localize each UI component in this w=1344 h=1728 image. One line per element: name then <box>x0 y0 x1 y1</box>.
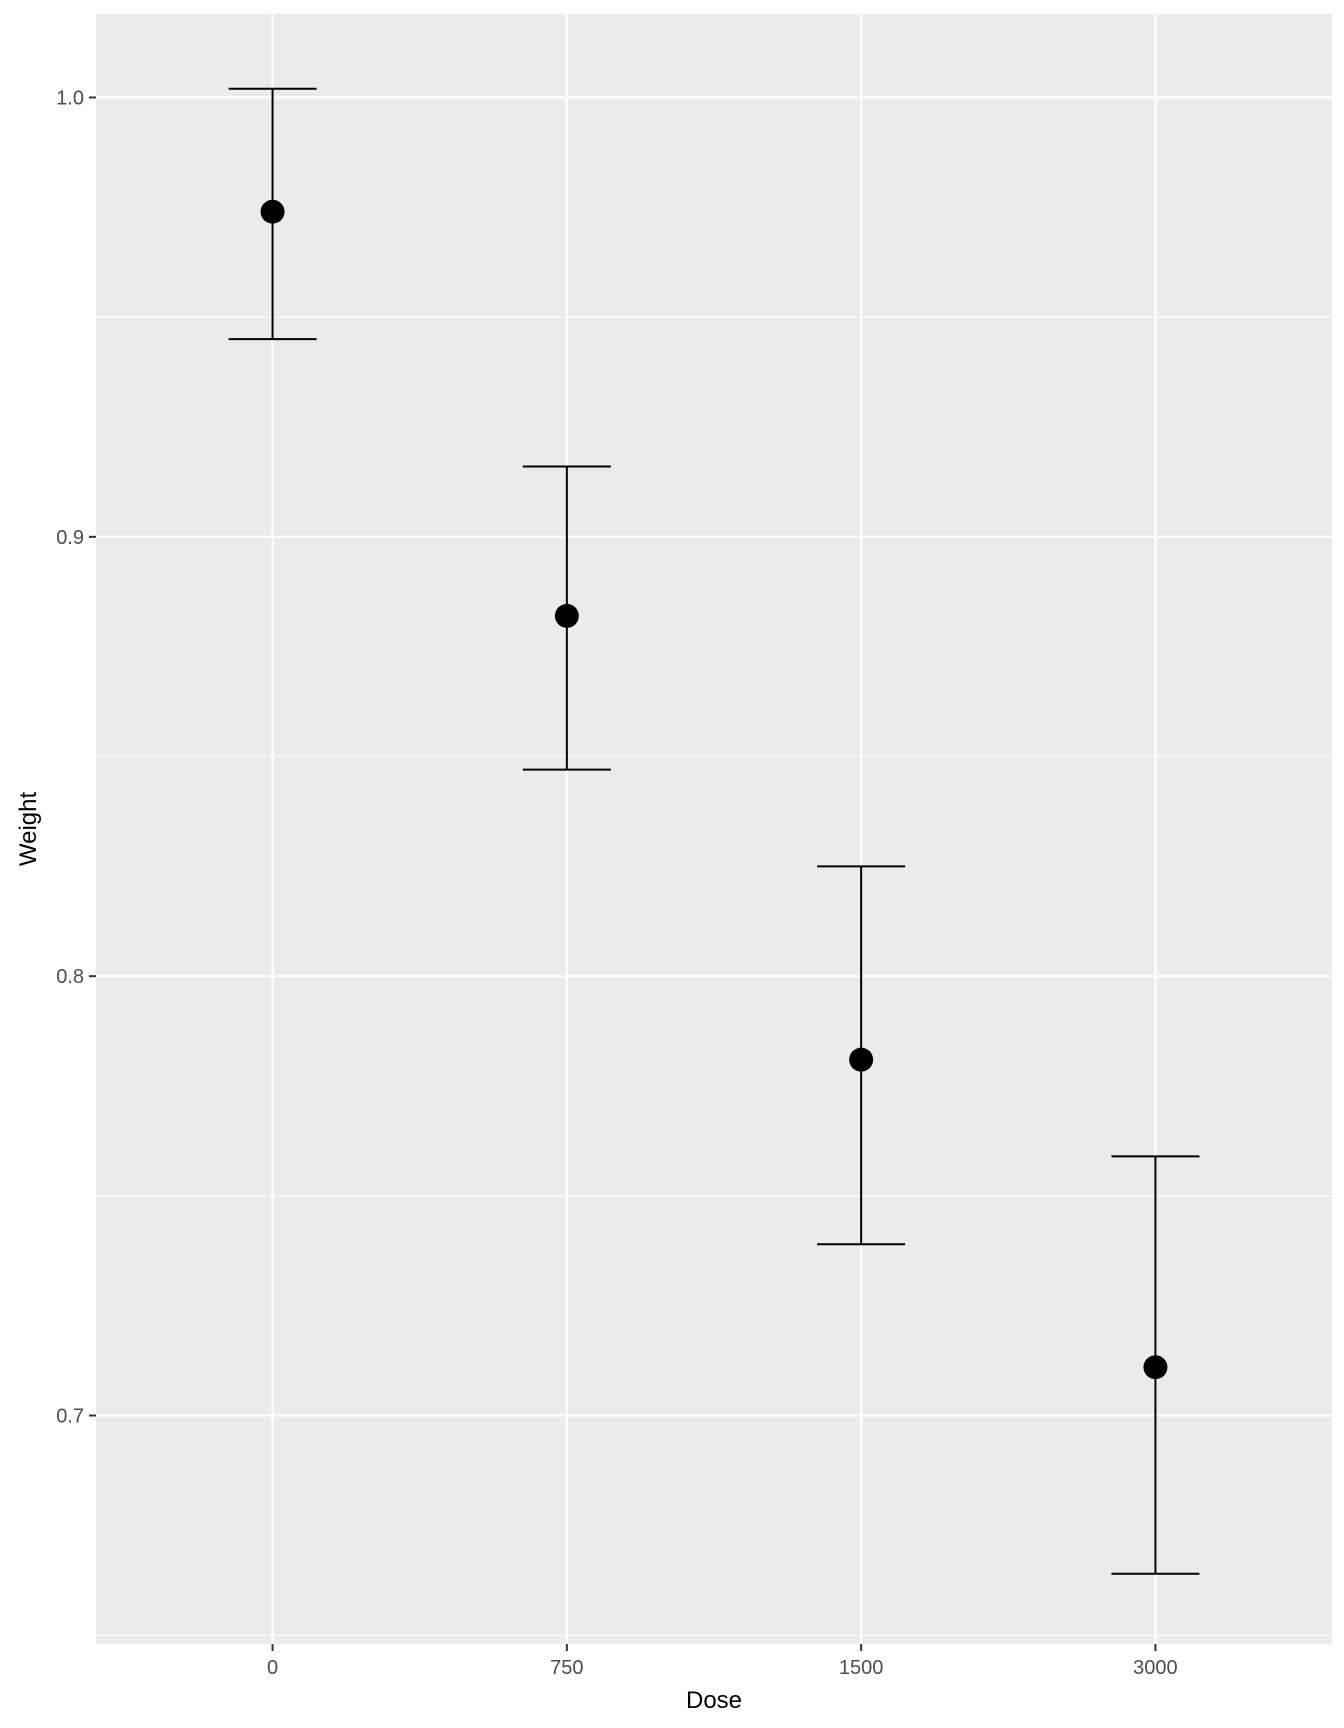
points <box>260 199 1168 1380</box>
data-point <box>1143 1355 1168 1380</box>
x-tick-label: 3000 <box>1133 1657 1178 1679</box>
major-gridlines <box>96 14 1332 1644</box>
y-tick-label: 0.7 <box>56 1406 84 1428</box>
data-point <box>260 199 285 224</box>
data-point <box>554 603 579 628</box>
y-axis-title: Weight <box>15 792 42 867</box>
y-tick-label: 1.0 <box>56 87 84 109</box>
plot-panel <box>96 14 1332 1644</box>
x-axis-title: Dose <box>686 1687 742 1714</box>
data-point <box>849 1047 874 1072</box>
y-tick-label: 0.8 <box>56 966 84 988</box>
y-axis: 0.7 0.8 0.9 1.0 <box>56 87 96 1428</box>
x-tick-label: 0 <box>267 1657 278 1679</box>
y-tick-label: 0.9 <box>56 527 84 549</box>
x-tick-label: 750 <box>550 1657 583 1679</box>
x-tick-label: 1500 <box>839 1657 884 1679</box>
x-axis: 0 750 1500 3000 <box>267 1644 1178 1679</box>
minor-gridlines <box>96 316 1332 1636</box>
